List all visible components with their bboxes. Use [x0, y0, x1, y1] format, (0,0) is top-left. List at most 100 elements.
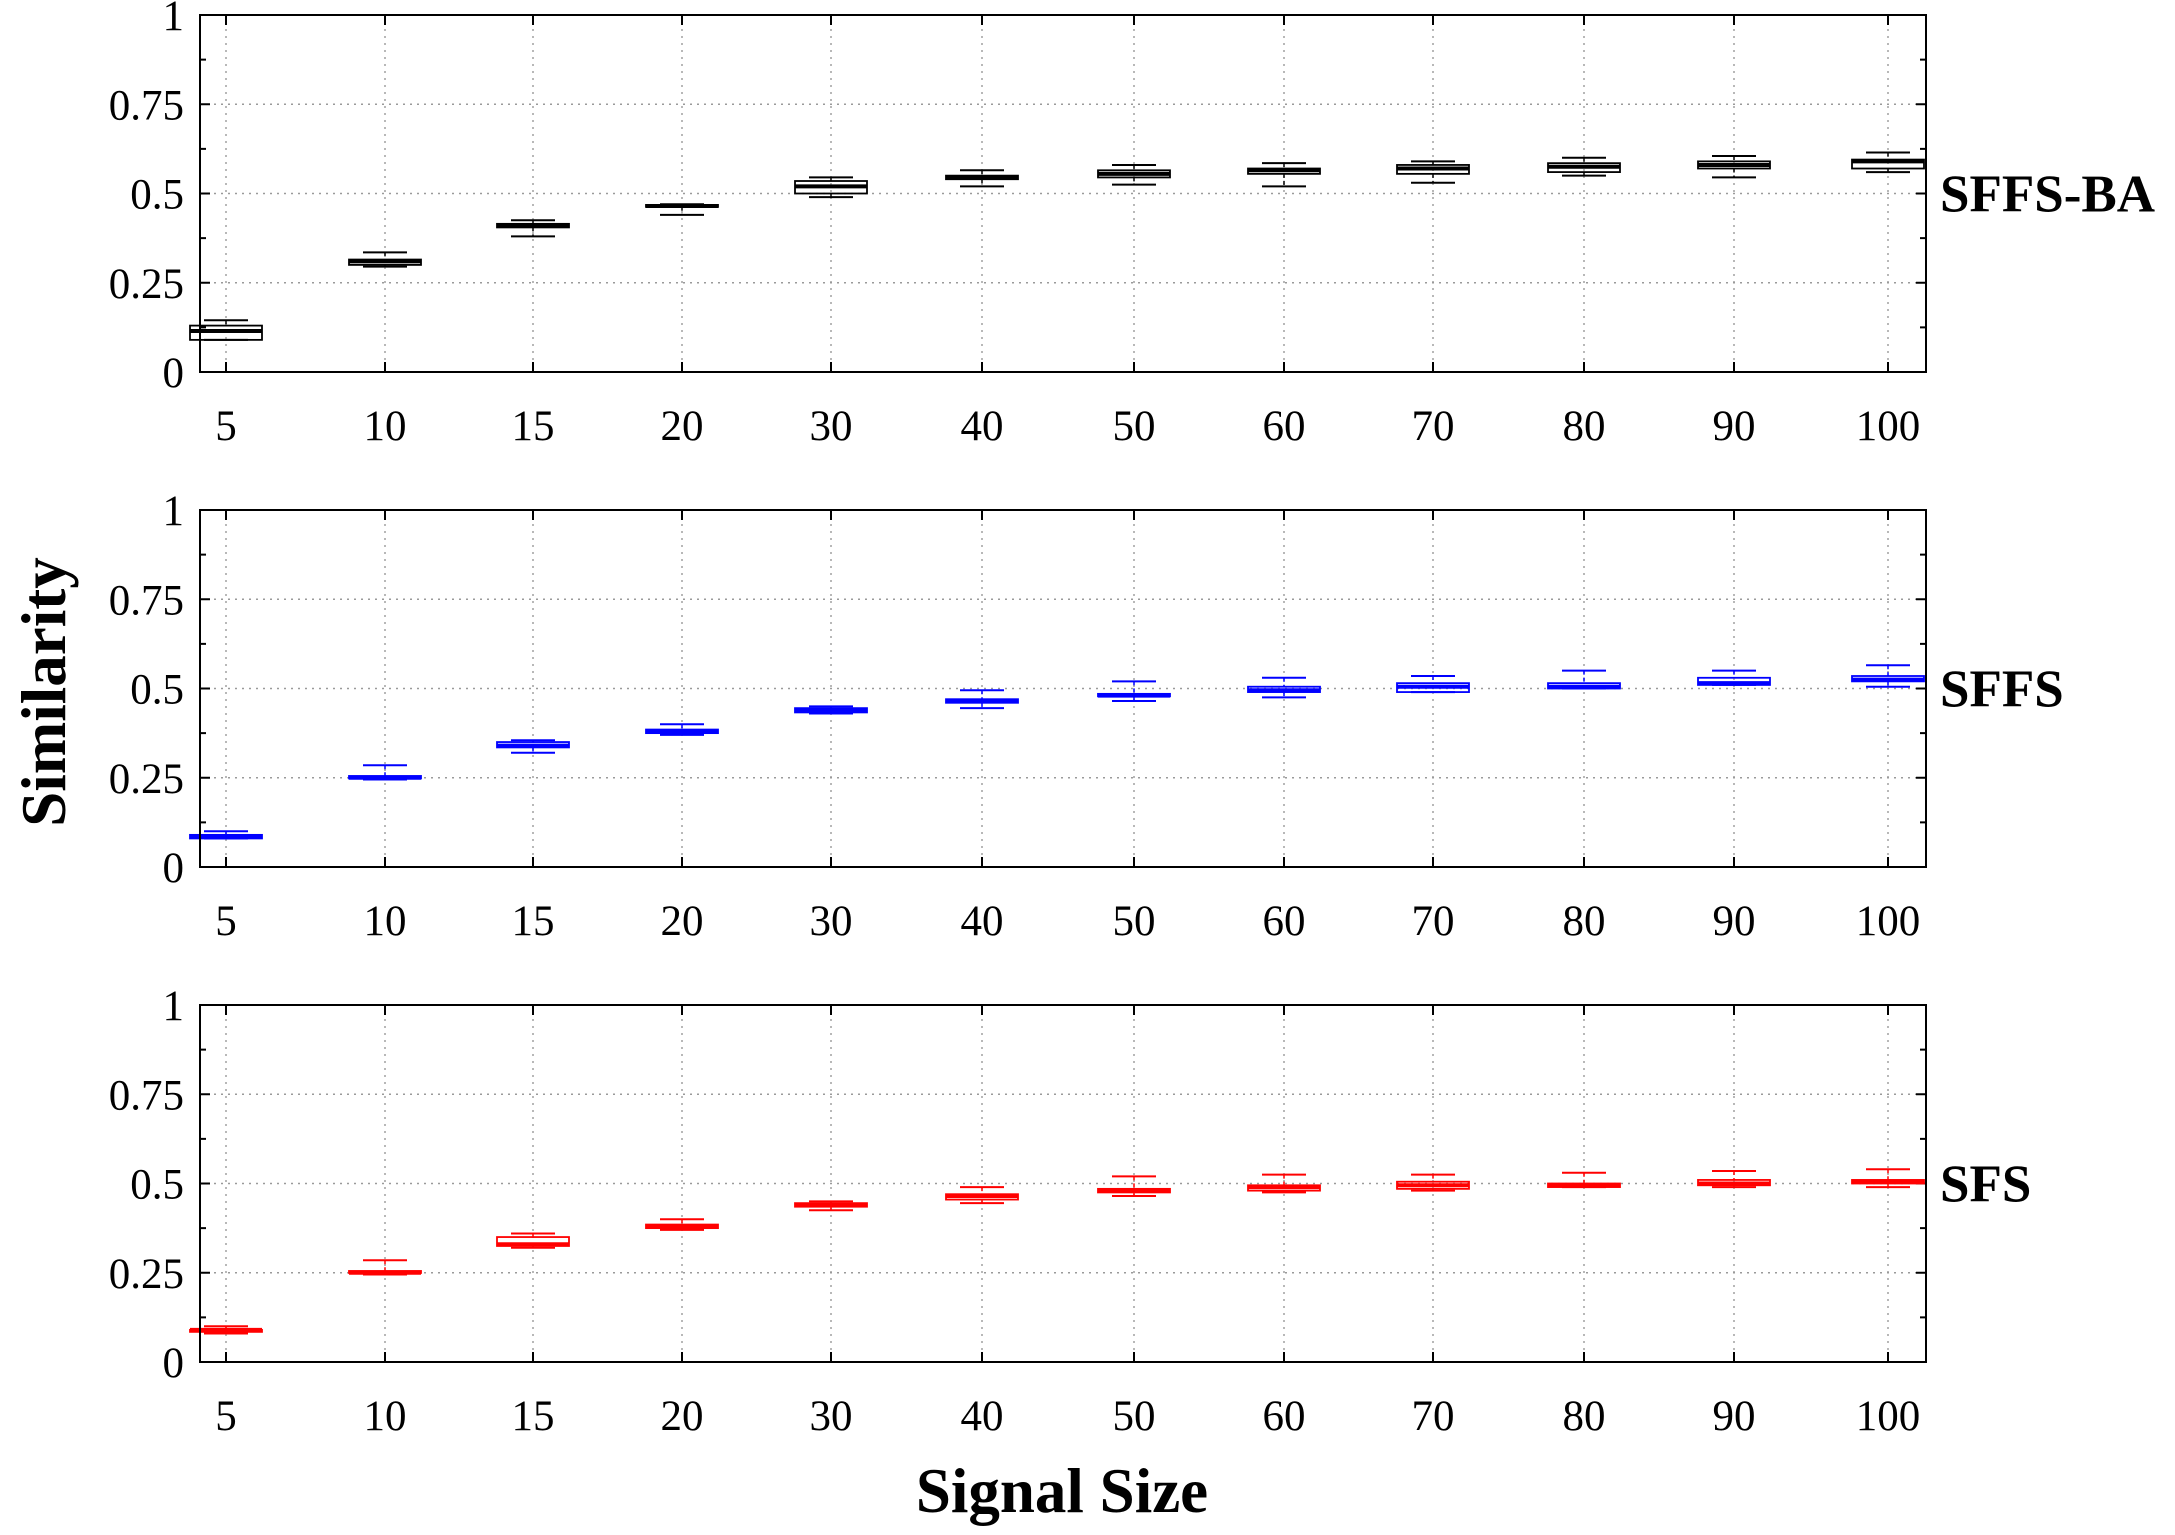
box-30 [794, 705, 868, 715]
y-tick-label: 1 [163, 0, 185, 40]
x-tick-label: 80 [1563, 403, 1606, 450]
y-tick-label: 1 [163, 983, 185, 1030]
x-tick-label: 10 [364, 1393, 407, 1440]
box-60 [1247, 162, 1321, 188]
box-5 [189, 319, 263, 341]
x-tick-label: 90 [1713, 898, 1756, 945]
box-100 [1851, 151, 1925, 174]
x-tick-label: 100 [1856, 898, 1921, 945]
box-15 [496, 219, 570, 238]
x-tick-label: 40 [961, 403, 1004, 450]
x-tick-label: 50 [1113, 1393, 1156, 1440]
x-tick-label: 30 [810, 898, 853, 945]
box-30 [794, 1200, 868, 1212]
x-tick-label: 70 [1412, 898, 1455, 945]
box-40 [945, 1186, 1019, 1205]
box-70 [1396, 1173, 1470, 1192]
box-40 [945, 689, 1019, 710]
box-10 [348, 251, 422, 268]
box-60 [1247, 1173, 1321, 1194]
box-5 [189, 830, 263, 840]
box-80 [1547, 669, 1621, 690]
x-tick-label: 90 [1713, 403, 1756, 450]
x-tick-label: 60 [1263, 898, 1306, 945]
box-90 [1697, 155, 1771, 179]
x-tick-label: 100 [1856, 1393, 1921, 1440]
y-tick-label: 0.75 [109, 82, 184, 129]
box-70 [1396, 675, 1470, 694]
x-tick-label: 50 [1113, 403, 1156, 450]
box-30 [794, 176, 868, 199]
box-20 [645, 203, 719, 216]
box-5 [189, 1325, 263, 1335]
x-tick-label: 20 [661, 898, 704, 945]
plot-frame [199, 1004, 1927, 1363]
x-tick-label: 5 [215, 898, 237, 945]
x-tick-label: 10 [364, 403, 407, 450]
box-70 [1396, 160, 1470, 184]
y-tick-label: 0.25 [109, 261, 184, 308]
y-tick-label: 0.5 [130, 1162, 184, 1209]
x-tick-label: 15 [512, 898, 555, 945]
box-50 [1097, 163, 1171, 186]
x-tick-label: 60 [1263, 403, 1306, 450]
x-tick-label: 80 [1563, 898, 1606, 945]
y-tick-label: 0 [163, 845, 185, 892]
y-tick-label: 0.75 [109, 1072, 184, 1119]
y-tick-label: 0.5 [130, 172, 184, 219]
x-tick-label: 30 [810, 403, 853, 450]
box-60 [1247, 676, 1321, 699]
x-tick-label: 80 [1563, 1393, 1606, 1440]
x-tick-label: 30 [810, 1393, 853, 1440]
x-tick-label: 10 [364, 898, 407, 945]
y-tick-label: 0.25 [109, 1251, 184, 1298]
x-tick-label: 50 [1113, 898, 1156, 945]
x-tick-label: 70 [1412, 1393, 1455, 1440]
box-10 [348, 764, 422, 781]
y-tick-label: 0.5 [130, 667, 184, 714]
y-tick-label: 0 [163, 350, 185, 397]
box-40 [945, 169, 1019, 188]
x-tick-label: 5 [215, 403, 237, 450]
x-tick-label: 20 [661, 1393, 704, 1440]
x-tick-label: 100 [1856, 403, 1921, 450]
x-axis-title: Signal Size [916, 1456, 1208, 1526]
x-tick-label: 60 [1263, 1393, 1306, 1440]
y-tick-label: 0.25 [109, 756, 184, 803]
x-tick-label: 40 [961, 1393, 1004, 1440]
box-90 [1697, 669, 1771, 686]
x-tick-label: 15 [512, 403, 555, 450]
y-tick-label: 0 [163, 1340, 185, 1387]
x-tick-label: 40 [961, 898, 1004, 945]
y-tick-label: 1 [163, 488, 185, 535]
y-tick-label: 0.75 [109, 577, 184, 624]
plot-frame [199, 509, 1927, 868]
box-15 [496, 1232, 570, 1249]
box-50 [1097, 1175, 1171, 1197]
box-80 [1547, 156, 1621, 177]
box-100 [1851, 1168, 1925, 1189]
x-tick-label: 70 [1412, 403, 1455, 450]
box-20 [645, 723, 719, 736]
plot-frame [199, 14, 1927, 373]
box-10 [348, 1259, 422, 1276]
y-axis-title: Similarity [9, 557, 79, 826]
panel-label: SFFS-BA [1940, 166, 2155, 224]
box-90 [1697, 1170, 1771, 1189]
box-100 [1851, 664, 1925, 688]
panel-label: SFFS [1940, 661, 2064, 719]
box-20 [645, 1218, 719, 1231]
panel-label: SFS [1940, 1156, 2031, 1214]
box-15 [496, 739, 570, 754]
x-tick-label: 20 [661, 403, 704, 450]
x-tick-label: 15 [512, 1393, 555, 1440]
box-50 [1097, 680, 1171, 702]
x-tick-label: 90 [1713, 1393, 1756, 1440]
x-tick-label: 5 [215, 1393, 237, 1440]
box-80 [1547, 1171, 1621, 1189]
